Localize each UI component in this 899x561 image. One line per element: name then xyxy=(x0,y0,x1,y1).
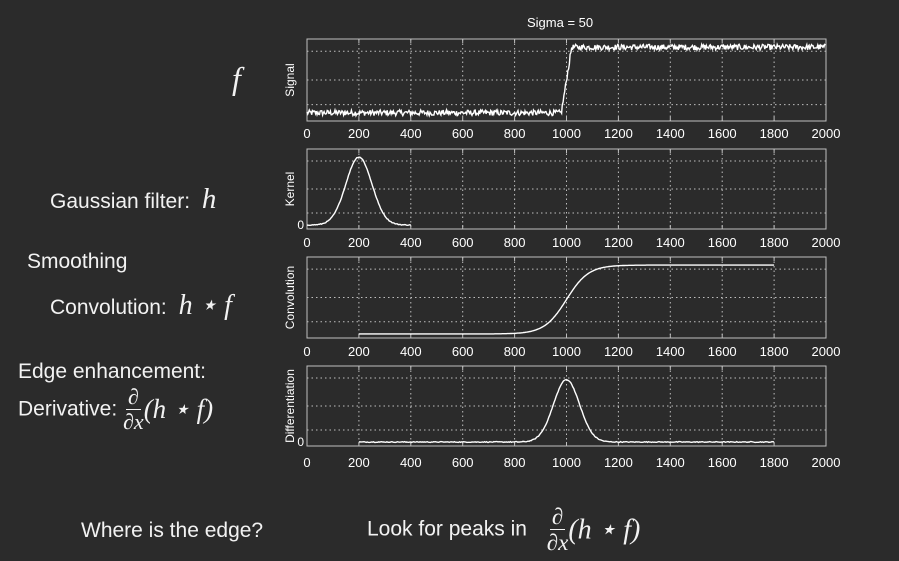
y-tick-label: 0 xyxy=(297,435,304,449)
answer-derivative-fraction: ∂ ∂x xyxy=(547,505,569,554)
chart-3: 0 200 400 600 800 1000 1200 1400 1600 1800 2000 Con… xyxy=(283,256,841,359)
smoothing-label: Smoothing xyxy=(27,250,128,273)
convolution-text: Convolution: xyxy=(50,296,167,319)
x-tick-label: 1600 xyxy=(708,235,737,250)
gaussian-filter-label: Gaussian filter: h xyxy=(50,183,216,216)
x-tick-label: 2000 xyxy=(812,235,841,250)
x-tick-label: 800 xyxy=(504,455,526,470)
y-axis-label: Signal xyxy=(283,63,297,96)
x-tick-label: 400 xyxy=(400,344,422,359)
x-tick-label: 1000 xyxy=(552,235,581,250)
answer-expression: (h ⋆ f) xyxy=(568,514,641,546)
x-tick-label: 1800 xyxy=(760,126,789,141)
edge-answer-text: Look for peaks in xyxy=(367,517,527,541)
x-tick-label: 1200 xyxy=(604,235,633,250)
x-tick-label: 400 xyxy=(400,126,422,141)
y-axis-label: Differentiation xyxy=(283,369,297,443)
gaussian-h-symbol: h xyxy=(201,183,217,215)
x-tick-label: 200 xyxy=(348,344,370,359)
derivative-numerator: ∂ xyxy=(125,384,141,410)
x-tick-label: 1400 xyxy=(656,126,685,141)
x-tick-label: 2000 xyxy=(812,344,841,359)
x-tick-label: 1800 xyxy=(760,455,789,470)
x-tick-label: 200 xyxy=(348,235,370,250)
figure-title: Sigma = 50 xyxy=(527,15,594,30)
derivative-label: Derivative: ∂ ∂x (h ⋆ f) xyxy=(18,386,213,433)
convolution-expression: h ⋆ f xyxy=(178,290,232,321)
x-tick-label: 1600 xyxy=(708,344,737,359)
edge-answer: Look for peaks in ∂ ∂x (h ⋆ f) xyxy=(367,505,640,554)
x-tick-label: 1200 xyxy=(604,455,633,470)
chart-2: 0 200 400 600 800 1000 1200 1400 1600 1800 20000Ke… xyxy=(283,148,841,250)
x-tick-label: 1400 xyxy=(656,455,685,470)
x-tick-label: 1400 xyxy=(656,235,685,250)
x-tick-label: 800 xyxy=(504,235,526,250)
edge-enhancement-label: Edge enhancement: xyxy=(18,360,206,383)
x-tick-label: 2000 xyxy=(812,455,841,470)
x-tick-label: 0 xyxy=(303,235,310,250)
x-tick-label: 1200 xyxy=(604,344,633,359)
partial-derivative-fraction: ∂ ∂x xyxy=(123,386,144,433)
x-tick-label: 800 xyxy=(504,126,526,141)
derivative-expression: (h ⋆ f) xyxy=(143,394,214,424)
x-tick-label: 1200 xyxy=(604,126,633,141)
x-tick-label: 400 xyxy=(400,455,422,470)
x-tick-label: 1800 xyxy=(760,344,789,359)
series-line xyxy=(306,156,412,227)
x-tick-label: 1600 xyxy=(708,126,737,141)
x-tick-label: 600 xyxy=(452,344,474,359)
y-tick-label: 0 xyxy=(297,218,304,232)
x-tick-label: 2000 xyxy=(812,126,841,141)
x-tick-label: 600 xyxy=(452,235,474,250)
x-tick-label: 200 xyxy=(348,455,370,470)
gaussian-filter-text: Gaussian filter: xyxy=(50,190,191,213)
y-axis-label: Convolution xyxy=(283,266,297,329)
x-tick-label: 1000 xyxy=(552,126,581,141)
chart-1: 0 200 400 600 800 1000 1200 1400 1600 1800 2000 Sig… xyxy=(283,38,841,141)
chart-4: 0 200 400 600 800 1000 1200 1400 1600 1800 20000Di… xyxy=(283,365,841,470)
answer-numerator: ∂ xyxy=(549,504,566,530)
derivative-denominator: ∂x xyxy=(123,409,144,434)
y-axis-label: Kernel xyxy=(283,172,297,207)
x-tick-label: 0 xyxy=(303,455,310,470)
x-tick-label: 600 xyxy=(452,455,474,470)
x-tick-label: 200 xyxy=(348,126,370,141)
x-tick-label: 0 xyxy=(303,126,310,141)
series-line xyxy=(306,41,826,118)
x-tick-label: 0 xyxy=(303,344,310,359)
x-tick-label: 1600 xyxy=(708,455,737,470)
convolution-label: Convolution: h ⋆ f xyxy=(50,288,232,322)
series-line xyxy=(358,264,775,335)
x-tick-label: 1000 xyxy=(552,455,581,470)
derivative-text: Derivative: xyxy=(18,397,118,421)
x-tick-label: 800 xyxy=(504,344,526,359)
edge-question: Where is the edge? xyxy=(81,519,264,542)
series-line xyxy=(358,378,775,444)
x-tick-label: 400 xyxy=(400,235,422,250)
signal-f-symbol: f xyxy=(232,60,241,96)
x-tick-label: 1400 xyxy=(656,344,685,359)
x-tick-label: 600 xyxy=(452,126,474,141)
x-tick-label: 1800 xyxy=(760,235,789,250)
answer-denominator: ∂x xyxy=(546,530,569,555)
x-tick-label: 1000 xyxy=(552,344,581,359)
